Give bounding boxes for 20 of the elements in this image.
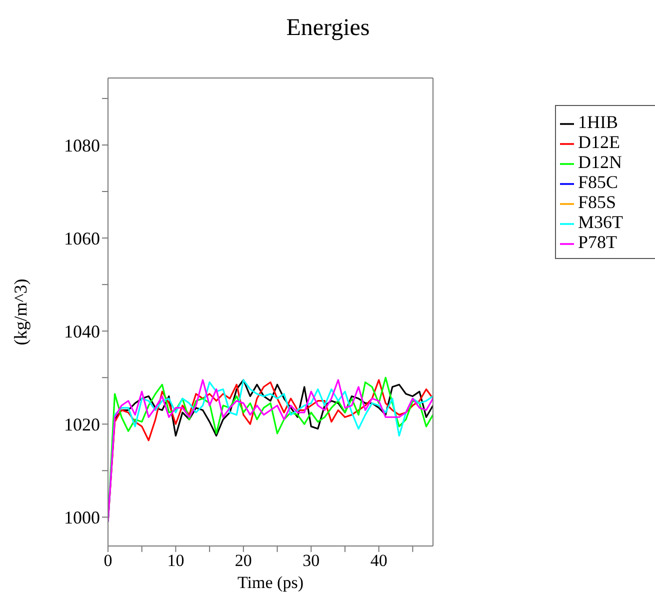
y-tick-label: 1020 xyxy=(64,414,100,435)
chart-title: Energies xyxy=(285,14,371,43)
y-tick-label: 1000 xyxy=(64,508,100,528)
x-tick-label: 20 xyxy=(234,551,252,570)
y-axis-title: (kg/m^3) xyxy=(10,278,30,346)
legend-label: D12E xyxy=(578,132,620,152)
legend-label: F85S xyxy=(578,192,616,212)
y-tick-label: 1040 xyxy=(64,321,100,342)
legend-label: D12N xyxy=(578,152,622,172)
legend-label: F85C xyxy=(578,172,618,192)
x-tick-label: 0 xyxy=(104,551,112,570)
x-tick-label: 30 xyxy=(302,551,320,570)
y-tick-label: 1080 xyxy=(64,135,100,156)
legend-label: M36T xyxy=(578,212,623,232)
y-tick-label: 1060 xyxy=(64,228,100,248)
legend-label: P78T xyxy=(578,232,618,252)
x-tick-label: 10 xyxy=(167,551,184,570)
legend-label: 1HIB xyxy=(578,112,618,132)
x-axis-title: Time (ps) xyxy=(238,573,304,592)
x-tick-label: 40 xyxy=(370,551,388,570)
